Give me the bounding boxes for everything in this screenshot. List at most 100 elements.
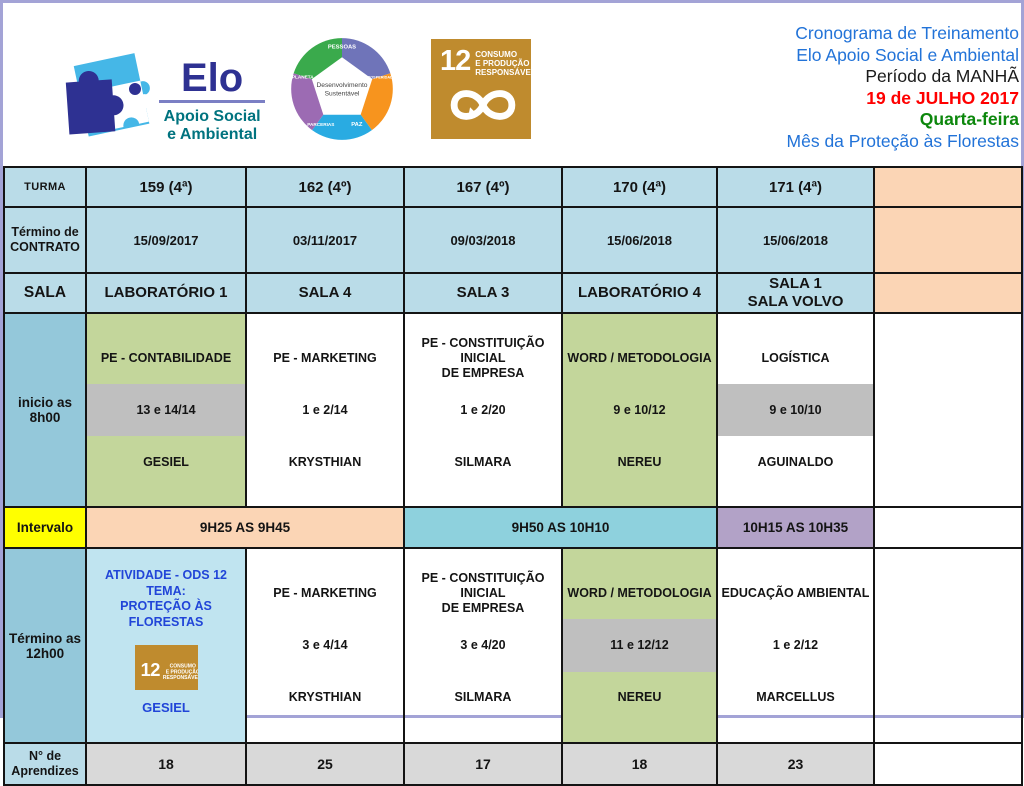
wheel-center-text-2: Sustentável: [325, 90, 360, 97]
contract-cell-162: 03/11/2017: [245, 206, 405, 274]
sustainable-development-wheel-icon: PESSOAS PROSPERIDADE PAZ PARCERIAS PLANE…: [291, 38, 395, 140]
sdg12-caption-2: E PRODUÇÃO: [165, 668, 198, 675]
lessons-label: 9 e 10/10: [719, 384, 872, 436]
turma-cell-162: 162 (4º): [245, 166, 405, 208]
wheel-segment-label: PROSPERIDADE: [365, 75, 395, 79]
instructor-label: KRYSTHIAN: [288, 454, 362, 469]
afternoon-session-167: PE - CONSTITUIÇÃO INICIAL DE EMPRESA 3 e…: [403, 547, 563, 744]
contract-cell-171: 15/06/2018: [716, 206, 875, 274]
wheel-segment-label: PAZ: [351, 122, 363, 128]
interval-slot-empty: [873, 506, 1023, 549]
sdg12-caption-2: E PRODUÇÃO: [475, 59, 530, 68]
room-cell-empty: [873, 272, 1023, 314]
wheel-segment-label: PLANETA: [292, 74, 314, 79]
apprentices-cell-167: 17: [403, 742, 563, 786]
apprentices-cell-171: 23: [716, 742, 875, 786]
contract-row: Término de CONTRATO 15/09/2017 03/11/201…: [3, 206, 1023, 274]
sdg12-caption-3: RESPONSÁVEIS: [162, 674, 198, 681]
apprentices-cell-162: 25: [245, 742, 405, 786]
apprentices-header-cell: N° de Aprendizes: [3, 742, 87, 786]
instructor-label: NEREU: [617, 454, 662, 469]
subject-label: WORD / METODOLOGIA: [567, 585, 712, 600]
turma-cell-empty: [873, 166, 1023, 208]
elo-puzzle-icon: [65, 53, 152, 137]
elo-logo-subtitle-1: Apoio Social: [163, 108, 261, 125]
morning-row: inicio as 8h00 PE - CONTABILIDADE 13 e 1…: [3, 312, 1023, 508]
org-title: Elo Apoio Social e Ambiental: [796, 44, 1019, 65]
infinity-icon: [450, 90, 515, 120]
turma-cell-170: 170 (4ª): [561, 166, 718, 208]
contract-cell-159: 15/09/2017: [85, 206, 247, 274]
instructor-label: SILMARA: [454, 454, 512, 469]
room-cell-159: LABORATÓRIO 1: [85, 272, 247, 314]
lessons-label: 1 e 2/20: [460, 402, 506, 417]
apprentices-cell-empty: [873, 742, 1023, 786]
afternoon-header-cell: Término as 12h00: [3, 547, 87, 744]
subject-label: PE - CONSTITUIÇÃO INICIAL DE EMPRESA: [421, 570, 545, 615]
room-header-cell: SALA: [3, 272, 87, 314]
sdg12-number: 12: [440, 45, 471, 77]
morning-session-162: PE - MARKETING 1 e 2/14 KRYSTHIAN: [245, 312, 405, 508]
sdg12-badge-icon: 12 CONSUMO E PRODUÇÃO RESPONSÁVEIS: [134, 645, 198, 690]
instructor-label: AGUINALDO: [757, 454, 834, 469]
contract-cell-167: 09/03/2018: [403, 206, 563, 274]
wheel-segment-label: PESSOAS: [328, 45, 356, 51]
room-cell-171: SALA 1 SALA VOLVO: [716, 272, 875, 314]
apprentices-row: N° de Aprendizes 18 25 17 18 23: [3, 742, 1023, 786]
title-block: Cronograma de Treinamento Elo Apoio Soci…: [787, 23, 1019, 152]
contract-header-cell: Término de CONTRATO: [3, 206, 87, 274]
instructor-label: NEREU: [617, 690, 662, 705]
instructor-label: GESIEL: [142, 699, 190, 715]
month-theme-label: Mês da Proteção às Florestas: [786, 130, 1019, 151]
period-label: Período da MANHÃ: [865, 66, 1019, 86]
subject-label: PE - MARKETING: [273, 585, 377, 600]
lessons-label: 11 e 12/12: [564, 619, 715, 672]
lessons-label: 1 e 2/14: [302, 402, 348, 417]
sdg12-caption-3: RESPONSÁVEIS: [475, 68, 539, 77]
lessons-label: 3 e 4/14: [302, 637, 348, 652]
morning-session-171: LOGÍSTICA 9 e 10/10 AGUINALDO: [716, 312, 875, 508]
instructor-label: MARCELLUS: [756, 690, 835, 705]
morning-session-167: PE - CONSTITUIÇÃO INICIAL DE EMPRESA 1 e…: [403, 312, 563, 508]
elo-logo-subtitle-2: e Ambiental: [167, 126, 258, 143]
apprentices-cell-159: 18: [85, 742, 247, 786]
apprentices-cell-170: 18: [561, 742, 718, 786]
turma-cell-159: 159 (4ª): [85, 166, 247, 208]
subject-label: LOGÍSTICA: [761, 350, 830, 365]
subject-label: PE - CONTABILIDADE: [100, 350, 232, 365]
date-label: 19 de JULHO 2017: [866, 87, 1019, 108]
room-row: SALA LABORATÓRIO 1 SALA 4 SALA 3 LABORAT…: [3, 272, 1023, 314]
lessons-label: 1 e 2/12: [772, 637, 819, 652]
afternoon-session-171: EDUCAÇÃO AMBIENTAL 1 e 2/12 MARCELLUS: [716, 547, 875, 744]
turma-row: TURMA 159 (4ª) 162 (4º) 167 (4º) 170 (4ª…: [3, 166, 1023, 208]
turma-header-cell: TURMA: [3, 166, 87, 208]
activity-title: ATIVIDADE - ODS 12 TEMA: PROTEÇÃO ÀS FLO…: [104, 568, 227, 629]
interval-header-cell: Intervalo: [3, 506, 87, 549]
subject-label: EDUCAÇÃO AMBIENTAL: [721, 585, 870, 600]
subject-label: PE - CONSTITUIÇÃO INICIAL DE EMPRESA: [421, 335, 545, 380]
interval-slot-3: 10H15 AS 10H35: [716, 506, 875, 549]
morning-header-cell: inicio as 8h00: [3, 312, 87, 508]
interval-slot-2: 9H50 AS 10H10: [403, 506, 718, 549]
document-title: Cronograma de Treinamento: [795, 23, 1019, 43]
elo-logo: Elo Apoio Social e Ambiental: [49, 39, 266, 151]
morning-session-empty: [873, 312, 1023, 508]
sdg12-caption-1: CONSUMO: [475, 50, 518, 59]
instructor-label: SILMARA: [454, 690, 512, 705]
afternoon-session-170: WORD / METODOLOGIA 11 e 12/12 NEREU: [561, 547, 718, 744]
lessons-label: 9 e 10/12: [613, 402, 666, 417]
afternoon-session-162: PE - MARKETING 3 e 4/14 KRYSTHIAN: [245, 547, 405, 744]
sdg12-number: 12: [140, 660, 160, 681]
room-cell-162: SALA 4: [245, 272, 405, 314]
sdg12-badge-icon: 12 CONSUMO E PRODUÇÃO RESPONSÁVEIS: [431, 39, 538, 139]
sdg12-caption-1: CONSUMO: [169, 663, 196, 669]
turma-cell-167: 167 (4º): [403, 166, 563, 208]
morning-session-159: PE - CONTABILIDADE 13 e 14/14 GESIEL: [85, 312, 247, 508]
lessons-label: 3 e 4/20: [460, 637, 506, 652]
subject-label: PE - MARKETING: [273, 350, 377, 365]
contract-cell-170: 15/06/2018: [561, 206, 718, 274]
room-cell-170: LABORATÓRIO 4: [561, 272, 718, 314]
afternoon-row: Término as 12h00 ATIVIDADE - ODS 12 TEMA…: [3, 547, 1023, 744]
wheel-center-text-1: Desenvolvimento: [316, 82, 367, 89]
interval-row: Intervalo 9H25 AS 9H45 9H50 AS 10H10 10H…: [3, 506, 1023, 549]
